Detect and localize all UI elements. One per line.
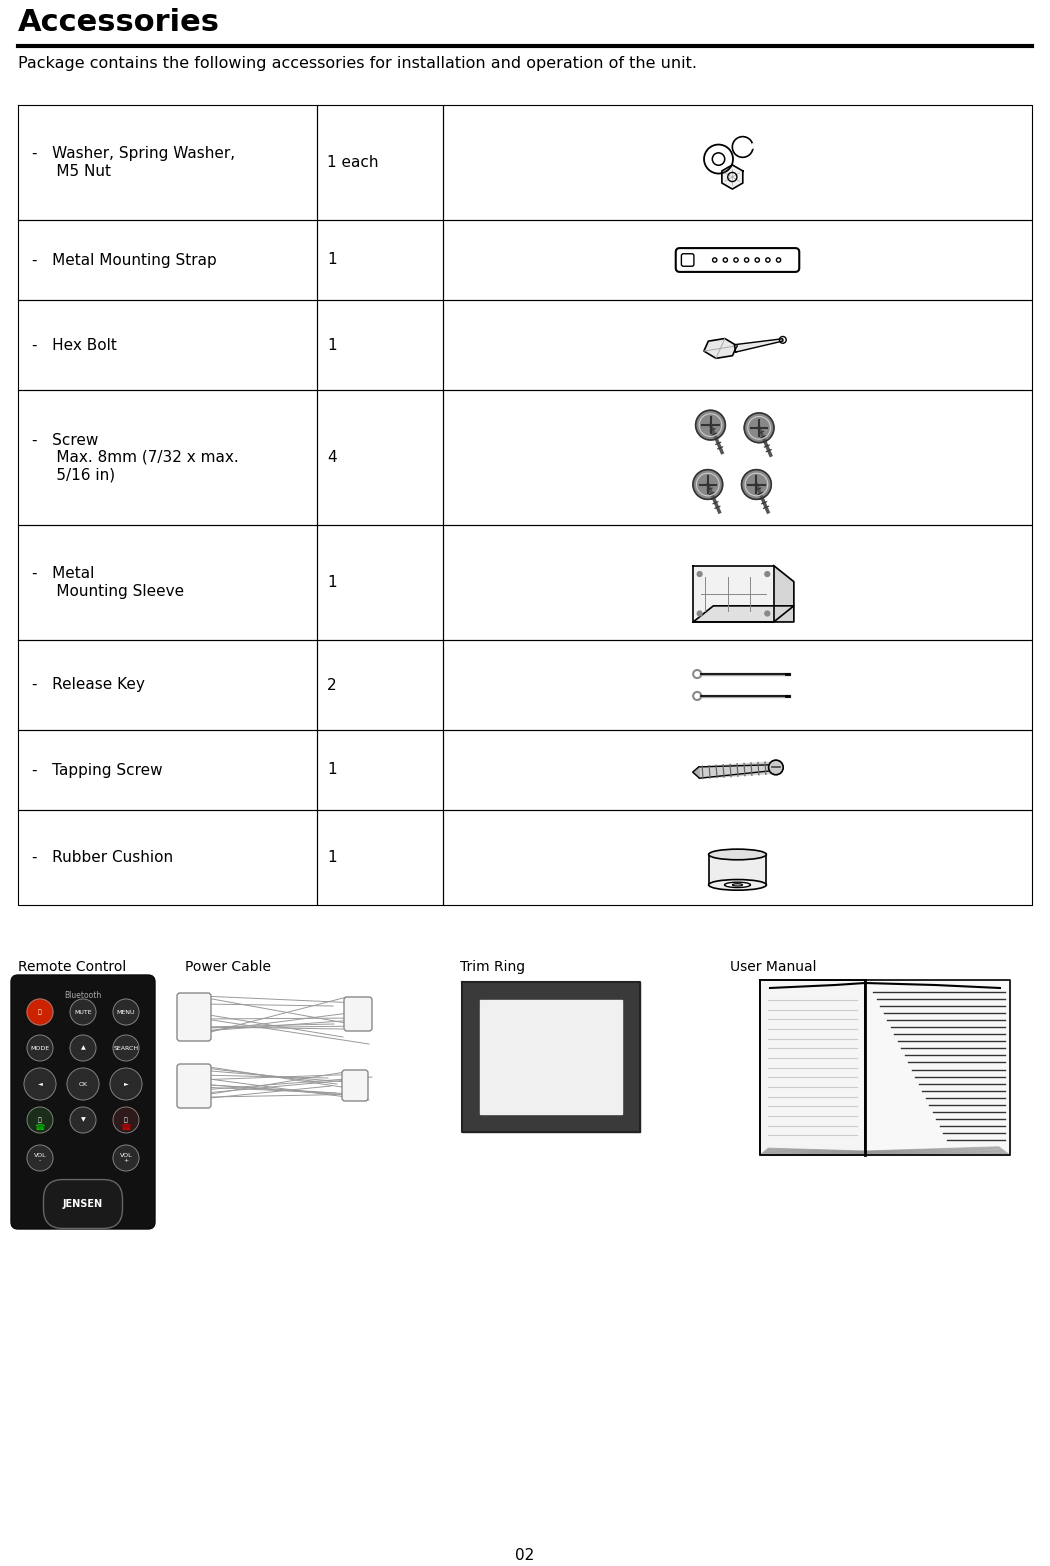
Text: ☎: ☎ xyxy=(121,1123,131,1132)
Ellipse shape xyxy=(709,880,766,889)
Text: 1: 1 xyxy=(327,575,337,590)
Polygon shape xyxy=(693,606,794,622)
Circle shape xyxy=(27,1107,52,1132)
Circle shape xyxy=(764,611,770,615)
Text: MUTE: MUTE xyxy=(75,1010,91,1015)
Text: User Manual: User Manual xyxy=(730,960,817,974)
Text: 1: 1 xyxy=(327,850,337,864)
Polygon shape xyxy=(462,982,640,1132)
Circle shape xyxy=(696,410,726,440)
Text: VOL
-: VOL - xyxy=(34,1153,46,1164)
FancyBboxPatch shape xyxy=(177,1063,211,1109)
Text: Trim Ring: Trim Ring xyxy=(460,960,525,974)
Text: 1: 1 xyxy=(327,763,337,777)
Text: -   Screw
     Max. 8mm (7/32 x max.
     5/16 in): - Screw Max. 8mm (7/32 x max. 5/16 in) xyxy=(32,432,238,482)
Ellipse shape xyxy=(733,883,742,886)
Text: Bluetooth: Bluetooth xyxy=(64,991,102,1001)
Polygon shape xyxy=(693,767,699,778)
Text: -   Release Key: - Release Key xyxy=(32,678,145,692)
Circle shape xyxy=(70,999,96,1026)
Polygon shape xyxy=(693,565,774,622)
Text: 1: 1 xyxy=(327,252,337,268)
Text: ⏮: ⏮ xyxy=(38,1117,42,1123)
Text: 1: 1 xyxy=(327,338,337,352)
Circle shape xyxy=(27,1145,52,1171)
Circle shape xyxy=(27,1035,52,1062)
Polygon shape xyxy=(698,761,776,778)
Ellipse shape xyxy=(709,849,766,860)
Circle shape xyxy=(113,1035,139,1062)
Text: ◄: ◄ xyxy=(38,1082,42,1087)
Circle shape xyxy=(70,1107,96,1132)
Text: 1 each: 1 each xyxy=(327,155,378,171)
Polygon shape xyxy=(480,1001,622,1113)
Text: ▼: ▼ xyxy=(81,1118,85,1123)
Text: JENSEN: JENSEN xyxy=(63,1200,103,1209)
Circle shape xyxy=(113,1107,139,1132)
Circle shape xyxy=(764,572,770,576)
Text: Package contains the following accessories for installation and operation of the: Package contains the following accessori… xyxy=(18,56,697,70)
Text: ►: ► xyxy=(124,1082,128,1087)
Text: -   Washer, Spring Washer,
     M5 Nut: - Washer, Spring Washer, M5 Nut xyxy=(32,146,235,179)
Polygon shape xyxy=(760,980,865,1156)
Circle shape xyxy=(113,1145,139,1171)
Polygon shape xyxy=(734,338,783,352)
Text: MENU: MENU xyxy=(117,1010,135,1015)
Circle shape xyxy=(24,1068,56,1099)
Polygon shape xyxy=(704,338,737,359)
Text: ▲: ▲ xyxy=(81,1046,85,1051)
Circle shape xyxy=(744,413,774,443)
Circle shape xyxy=(741,470,772,500)
Text: Power Cable: Power Cable xyxy=(185,960,271,974)
Circle shape xyxy=(697,572,702,576)
Text: ☎: ☎ xyxy=(35,1123,45,1132)
Circle shape xyxy=(67,1068,99,1099)
Text: SEARCH: SEARCH xyxy=(113,1046,139,1051)
Circle shape xyxy=(769,760,783,775)
Text: 02: 02 xyxy=(516,1549,534,1563)
Circle shape xyxy=(27,999,52,1026)
Text: Remote Control: Remote Control xyxy=(18,960,126,974)
Text: VOL
+: VOL + xyxy=(120,1153,132,1164)
Text: -   Rubber Cushion: - Rubber Cushion xyxy=(32,850,173,864)
Circle shape xyxy=(693,470,722,500)
Text: -   Hex Bolt: - Hex Bolt xyxy=(32,338,117,352)
Text: ⏻: ⏻ xyxy=(38,1009,42,1015)
FancyBboxPatch shape xyxy=(10,976,155,1229)
Text: -   Metal
     Mounting Sleeve: - Metal Mounting Sleeve xyxy=(32,567,184,598)
Ellipse shape xyxy=(724,882,751,888)
Text: Accessories: Accessories xyxy=(18,8,220,38)
Text: -   Tapping Screw: - Tapping Screw xyxy=(32,763,163,777)
Text: ⏭: ⏭ xyxy=(124,1117,128,1123)
Text: MODE: MODE xyxy=(30,1046,49,1051)
FancyBboxPatch shape xyxy=(342,1070,368,1101)
Circle shape xyxy=(697,611,702,615)
Polygon shape xyxy=(734,338,783,352)
Circle shape xyxy=(70,1035,96,1062)
Polygon shape xyxy=(865,980,1010,1156)
Polygon shape xyxy=(721,164,742,189)
Text: 2: 2 xyxy=(327,678,337,692)
Polygon shape xyxy=(774,565,794,622)
Text: 4: 4 xyxy=(327,449,337,465)
Polygon shape xyxy=(709,855,766,885)
FancyBboxPatch shape xyxy=(344,998,372,1030)
FancyBboxPatch shape xyxy=(177,993,211,1041)
Circle shape xyxy=(110,1068,142,1099)
Text: -   Metal Mounting Strap: - Metal Mounting Strap xyxy=(32,252,216,268)
Circle shape xyxy=(113,999,139,1026)
Text: OK: OK xyxy=(79,1082,87,1087)
